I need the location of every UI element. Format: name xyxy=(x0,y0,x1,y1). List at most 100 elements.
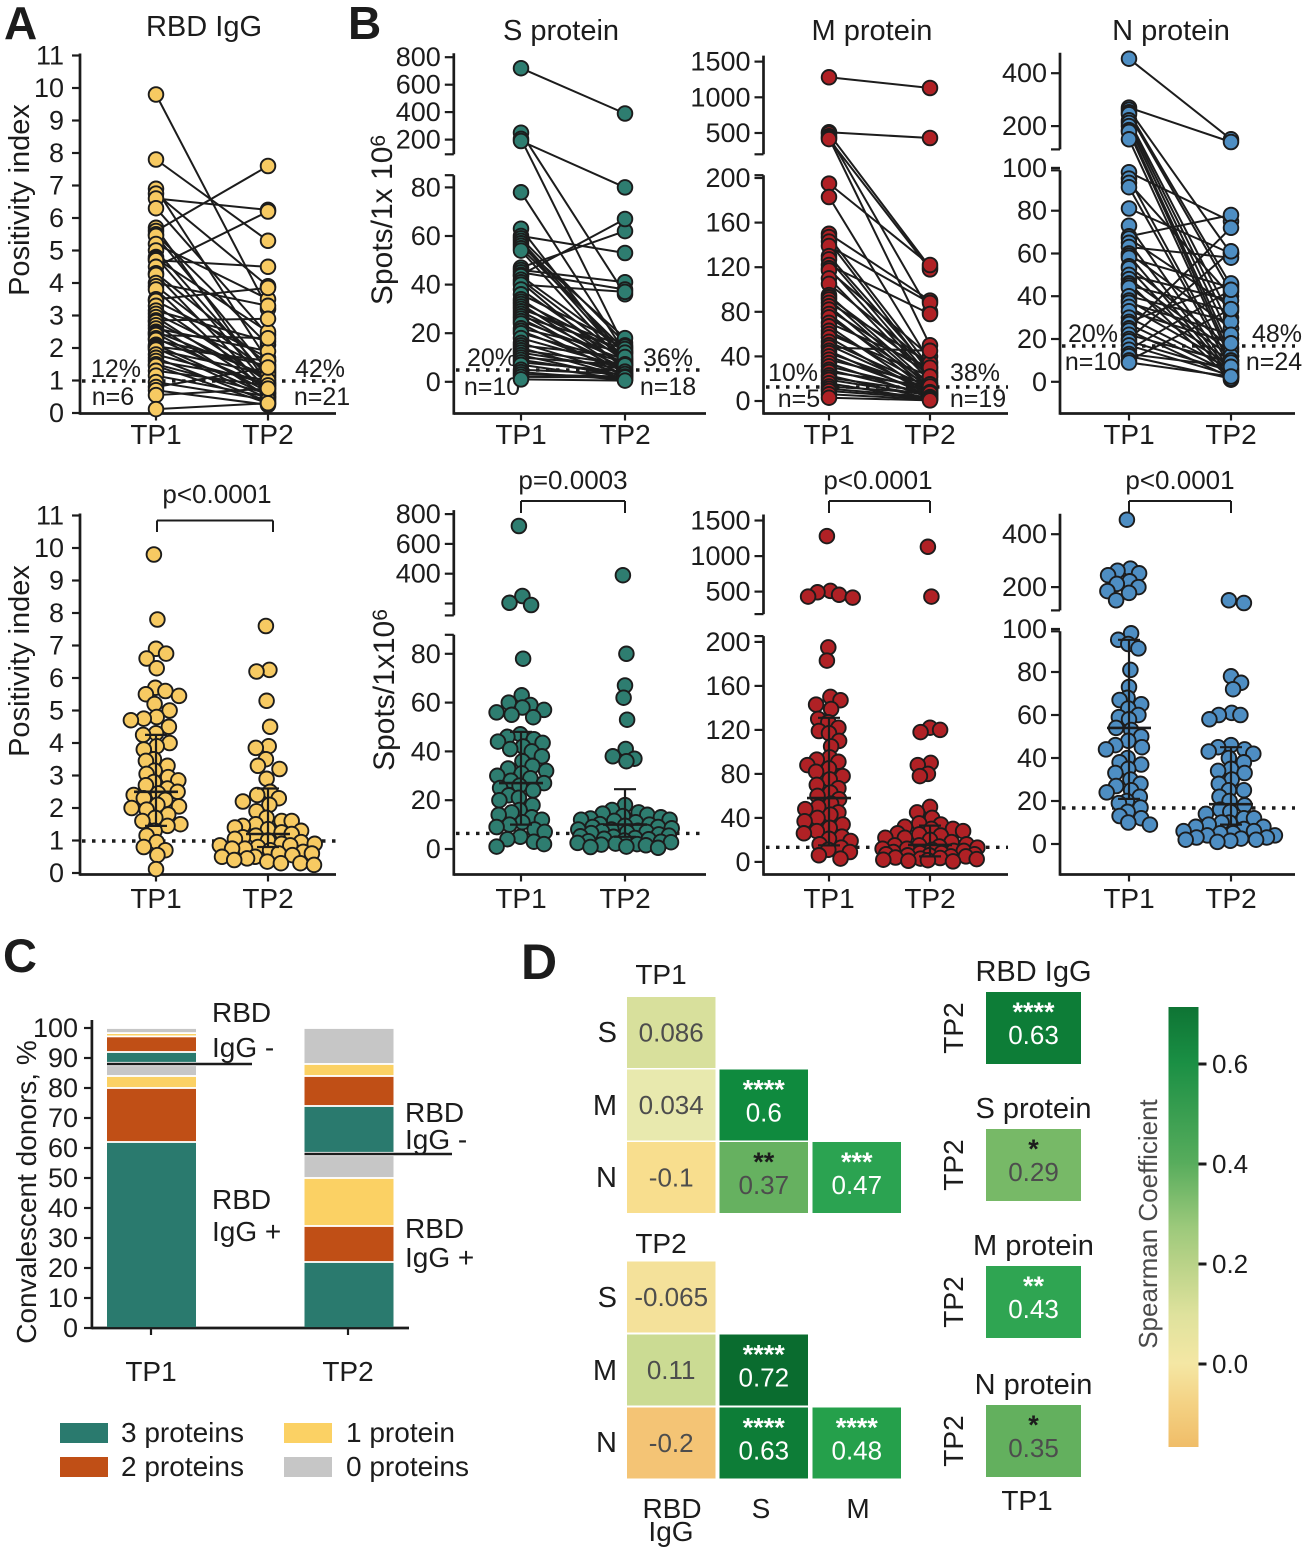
svg-text:RBD: RBD xyxy=(405,1097,464,1128)
svg-text:40: 40 xyxy=(720,341,750,371)
svg-text:0 proteins: 0 proteins xyxy=(346,1451,469,1482)
svg-text:3: 3 xyxy=(49,301,64,331)
svg-text:Spots/1x 106: Spots/1x 106 xyxy=(366,135,399,305)
svg-text:*: * xyxy=(1028,1134,1039,1164)
svg-text:RBD: RBD xyxy=(405,1213,464,1244)
svg-text:RBD: RBD xyxy=(212,1184,271,1215)
svg-text:9: 9 xyxy=(49,106,64,136)
svg-text:TP1: TP1 xyxy=(130,883,181,914)
svg-text:0: 0 xyxy=(426,834,441,864)
svg-text:***: *** xyxy=(841,1147,873,1177)
svg-text:400: 400 xyxy=(1002,519,1047,549)
svg-text:1000: 1000 xyxy=(690,82,750,112)
svg-text:20%: 20% xyxy=(1068,320,1118,348)
svg-text:6: 6 xyxy=(49,663,64,693)
svg-text:TP1: TP1 xyxy=(1103,419,1154,450)
svg-text:80: 80 xyxy=(720,759,750,789)
svg-text:TP1: TP1 xyxy=(1103,883,1154,914)
svg-text:n=5: n=5 xyxy=(778,385,820,413)
svg-text:n=10: n=10 xyxy=(1065,348,1121,376)
svg-text:400: 400 xyxy=(396,559,441,589)
svg-text:6: 6 xyxy=(49,203,64,233)
svg-text:n=24: n=24 xyxy=(1246,348,1302,376)
svg-text:40: 40 xyxy=(1017,281,1047,311)
svg-text:**: ** xyxy=(1023,1271,1045,1301)
svg-text:60: 60 xyxy=(1017,239,1047,269)
svg-text:****: **** xyxy=(1012,997,1055,1027)
svg-text:20: 20 xyxy=(48,1253,78,1283)
svg-text:0.0: 0.0 xyxy=(1212,1349,1248,1379)
svg-text:20: 20 xyxy=(1017,324,1047,354)
svg-text:p=0.0003: p=0.0003 xyxy=(518,465,627,495)
svg-text:TP2: TP2 xyxy=(938,1415,969,1466)
svg-text:*: * xyxy=(1028,1410,1039,1440)
svg-text:TP2: TP2 xyxy=(938,1139,969,1190)
svg-text:0.6: 0.6 xyxy=(1212,1049,1248,1079)
svg-text:0: 0 xyxy=(49,398,64,428)
svg-text:A: A xyxy=(4,0,37,49)
svg-text:1: 1 xyxy=(49,826,64,856)
svg-text:36%: 36% xyxy=(643,344,693,372)
svg-text:TP1: TP1 xyxy=(635,959,686,990)
svg-text:10: 10 xyxy=(34,73,64,103)
svg-text:Positivity index: Positivity index xyxy=(4,104,36,296)
svg-text:N protein: N protein xyxy=(1112,15,1230,47)
svg-text:8: 8 xyxy=(49,138,64,168)
svg-text:200: 200 xyxy=(1002,572,1047,602)
svg-text:7: 7 xyxy=(49,631,64,661)
svg-text:0: 0 xyxy=(1032,367,1047,397)
svg-text:****: **** xyxy=(743,1075,786,1105)
svg-text:60: 60 xyxy=(411,688,441,718)
svg-text:80: 80 xyxy=(48,1073,78,1103)
svg-text:500: 500 xyxy=(705,577,750,607)
svg-text:12%: 12% xyxy=(91,355,141,383)
svg-text:60: 60 xyxy=(1017,700,1047,730)
svg-text:TP1: TP1 xyxy=(125,1356,176,1387)
svg-text:5: 5 xyxy=(49,696,64,726)
svg-text:0.6: 0.6 xyxy=(746,1098,782,1128)
svg-text:n=19: n=19 xyxy=(950,385,1006,413)
svg-text:1: 1 xyxy=(49,366,64,396)
svg-text:TP2: TP2 xyxy=(1205,419,1256,450)
svg-text:1500: 1500 xyxy=(690,506,750,536)
svg-text:S protein: S protein xyxy=(503,15,619,47)
svg-text:2 proteins: 2 proteins xyxy=(121,1451,244,1482)
svg-text:1500: 1500 xyxy=(690,47,750,77)
svg-text:n=10: n=10 xyxy=(464,373,520,401)
svg-text:-0.2: -0.2 xyxy=(649,1428,694,1458)
svg-text:20: 20 xyxy=(411,785,441,815)
svg-text:0: 0 xyxy=(49,858,64,888)
svg-text:400: 400 xyxy=(1002,58,1047,88)
svg-text:Spots/1x106: Spots/1x106 xyxy=(368,609,401,771)
svg-text:60: 60 xyxy=(411,221,441,251)
svg-text:****: **** xyxy=(743,1413,786,1443)
svg-text:200: 200 xyxy=(1002,111,1047,141)
svg-text:0.35: 0.35 xyxy=(1008,1433,1059,1463)
svg-text:7: 7 xyxy=(49,171,64,201)
svg-text:S protein: S protein xyxy=(975,1093,1091,1125)
svg-text:100: 100 xyxy=(1002,153,1047,183)
svg-text:9: 9 xyxy=(49,566,64,596)
svg-text:0.034: 0.034 xyxy=(639,1090,704,1120)
svg-text:0.72: 0.72 xyxy=(738,1363,789,1393)
svg-text:TP2: TP2 xyxy=(904,419,955,450)
svg-text:50: 50 xyxy=(48,1163,78,1193)
svg-text:2: 2 xyxy=(49,793,64,823)
svg-text:48%: 48% xyxy=(1252,320,1302,348)
svg-text:RBD: RBD xyxy=(212,997,271,1028)
svg-text:TP2: TP2 xyxy=(938,1002,969,1053)
svg-text:0.29: 0.29 xyxy=(1008,1157,1059,1187)
svg-text:10%: 10% xyxy=(768,359,818,387)
svg-text:0: 0 xyxy=(735,847,750,877)
svg-text:2: 2 xyxy=(49,333,64,363)
svg-text:M protein: M protein xyxy=(812,15,933,47)
svg-text:4: 4 xyxy=(49,268,64,298)
svg-text:n=6: n=6 xyxy=(92,383,134,411)
svg-text:0: 0 xyxy=(735,386,750,416)
svg-text:42%: 42% xyxy=(295,355,345,383)
svg-text:60: 60 xyxy=(48,1133,78,1163)
svg-text:TP2: TP2 xyxy=(938,1276,969,1327)
svg-text:40: 40 xyxy=(411,736,441,766)
svg-text:Positivity index: Positivity index xyxy=(4,565,36,757)
svg-text:TP2: TP2 xyxy=(1205,883,1256,914)
